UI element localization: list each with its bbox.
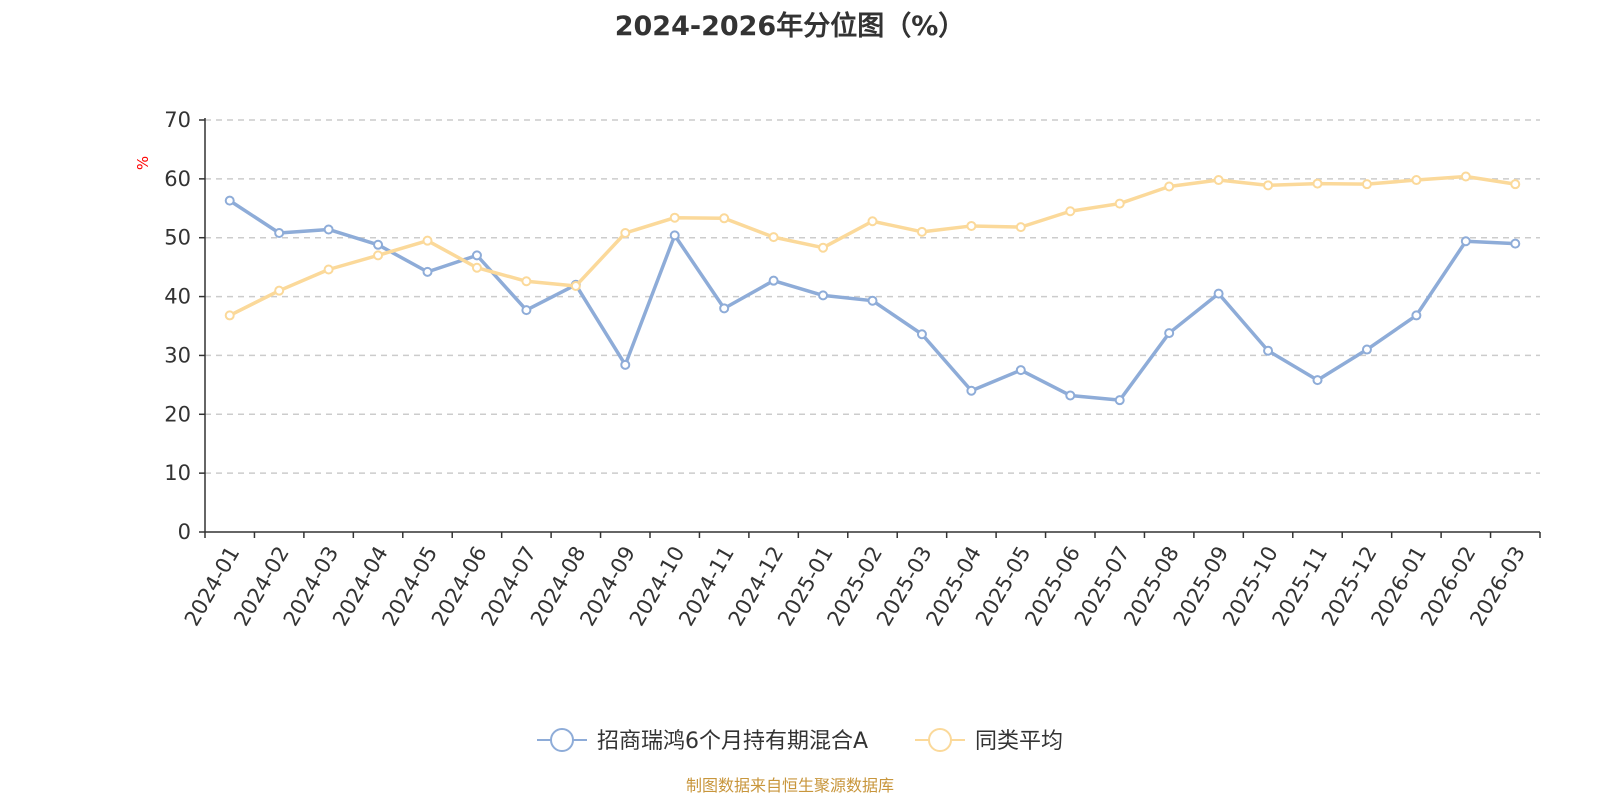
data-point xyxy=(471,262,482,273)
data-point xyxy=(224,310,235,321)
x-axis-ticks: 2024-012024-022024-032024-042024-052024-… xyxy=(180,532,1541,630)
data-point xyxy=(1114,395,1125,406)
data-point xyxy=(867,295,878,306)
data-point xyxy=(224,195,235,206)
data-point xyxy=(373,239,384,250)
y-tick-label: 70 xyxy=(164,108,191,132)
data-point xyxy=(1213,175,1224,186)
data-point xyxy=(521,276,532,287)
data-point xyxy=(1263,180,1274,191)
y-tick-label: 10 xyxy=(164,461,191,485)
legend-item-2: 同类平均 xyxy=(915,728,1063,754)
data-point xyxy=(274,285,285,296)
data-point xyxy=(1411,310,1422,321)
y-tick-label: 30 xyxy=(164,343,191,367)
series-2 xyxy=(224,171,1521,321)
data-point xyxy=(768,275,779,286)
data-point xyxy=(274,228,285,239)
y-axis-ticks: 0 10 20 30 40 50 60 70 xyxy=(164,108,205,544)
data-point xyxy=(719,303,730,314)
data-point xyxy=(1312,178,1323,189)
y-tick-label: 40 xyxy=(164,285,191,309)
data-point xyxy=(1510,238,1521,249)
data-point xyxy=(719,213,730,224)
data-point xyxy=(1510,179,1521,190)
data-point xyxy=(1164,328,1175,339)
data-point xyxy=(669,230,680,241)
data-point xyxy=(867,216,878,227)
data-point xyxy=(323,264,334,275)
data-point xyxy=(323,224,334,235)
data-point xyxy=(1312,375,1323,386)
y-tick-label: 0 xyxy=(178,520,191,544)
data-point xyxy=(768,232,779,243)
data-point xyxy=(1361,344,1372,355)
series-1 xyxy=(224,195,1521,406)
y-axis-unit: % xyxy=(134,156,152,170)
data-point xyxy=(1065,206,1076,217)
data-point xyxy=(669,212,680,223)
axes xyxy=(204,118,1540,533)
data-point xyxy=(966,220,977,231)
legend-label: 招商瑞鸿6个月持有期混合A xyxy=(597,729,868,754)
legend-item-1: 招商瑞鸿6个月持有期混合A xyxy=(537,728,868,754)
data-point xyxy=(521,305,532,316)
data-point xyxy=(1015,222,1026,233)
data-point xyxy=(916,329,927,340)
data-point xyxy=(570,280,581,291)
data-point xyxy=(1460,171,1471,182)
data-point xyxy=(373,250,384,261)
legend: 招商瑞鸿6个月持有期混合A 同类平均 xyxy=(537,728,1063,754)
series-line xyxy=(227,174,1518,318)
data-point xyxy=(1411,175,1422,186)
source-note: 制图数据来自恒生聚源数据库 xyxy=(686,776,894,795)
legend-marker xyxy=(928,728,952,752)
data-point xyxy=(620,359,631,370)
data-point xyxy=(966,385,977,396)
data-point xyxy=(1164,181,1175,192)
chart-title: 2024-2026年分位图（%） xyxy=(615,10,966,42)
data-point xyxy=(1213,288,1224,299)
data-point xyxy=(620,228,631,239)
data-point xyxy=(1460,236,1471,247)
data-point xyxy=(1361,179,1372,190)
data-point xyxy=(1015,365,1026,376)
data-point xyxy=(422,266,433,277)
data-point xyxy=(422,235,433,246)
series-group xyxy=(224,171,1521,406)
y-tick-label: 20 xyxy=(164,402,191,426)
y-tick-label: 50 xyxy=(164,226,191,250)
data-point xyxy=(1263,345,1274,356)
data-point xyxy=(471,250,482,261)
legend-label: 同类平均 xyxy=(975,729,1063,754)
data-point xyxy=(916,226,927,237)
legend-marker xyxy=(550,728,574,752)
data-point xyxy=(1065,390,1076,401)
data-point xyxy=(818,242,829,253)
data-point xyxy=(818,290,829,301)
data-point xyxy=(1114,198,1125,209)
y-tick-label: 60 xyxy=(164,167,191,191)
